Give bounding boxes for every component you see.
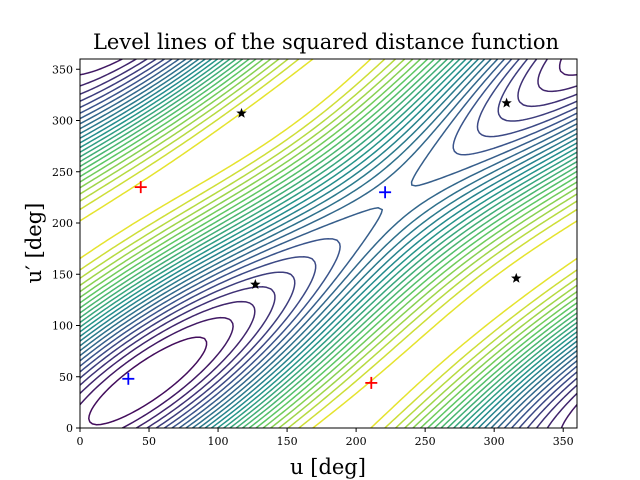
contour-level [80, 59, 577, 428]
saddle-star-marker [511, 272, 522, 283]
y-tick-label: 350 [52, 63, 73, 76]
saddle-star-marker [501, 97, 512, 108]
y-axis-label: u′ [deg] [22, 203, 46, 284]
saddle-star-marker [250, 279, 261, 289]
contour-level [80, 59, 577, 428]
critical-point-markers [122, 97, 522, 389]
contour-level [80, 59, 577, 428]
contour-level [80, 59, 577, 428]
x-tick-label: 300 [484, 435, 505, 448]
y-tick-label: 250 [52, 166, 73, 179]
contour-level [80, 59, 577, 428]
contour-level [80, 59, 577, 428]
x-tick-label: 50 [142, 435, 156, 448]
x-axis-label: u [deg] [290, 455, 366, 479]
y-tick-label: 300 [52, 115, 73, 128]
contour-lines [80, 59, 577, 428]
x-axis-ticks: 0 50 100 150 200 250 300 350 [77, 428, 574, 448]
contour-level [80, 59, 577, 428]
contour-level [80, 59, 577, 428]
contour-level [80, 59, 577, 428]
contour-level [80, 59, 577, 428]
x-tick-label: 150 [277, 435, 298, 448]
saddle-star-marker [236, 107, 247, 118]
x-tick-label: 0 [77, 435, 84, 448]
contour-level [80, 59, 577, 428]
contour-level [80, 59, 577, 428]
y-tick-label: 200 [52, 217, 73, 230]
y-tick-label: 0 [66, 422, 73, 435]
minimum-marker [122, 372, 135, 385]
contour-level [80, 59, 577, 428]
contour-level [80, 59, 577, 428]
maximum-marker [365, 376, 378, 389]
y-axis-ticks: 0 50 100 150 200 250 300 350 [52, 63, 80, 435]
x-tick-label: 350 [553, 435, 574, 448]
contour-level [88, 336, 208, 426]
contour-level [80, 59, 577, 428]
contour-level [80, 59, 577, 428]
y-tick-label: 100 [52, 320, 73, 333]
y-tick-label: 50 [59, 371, 73, 384]
x-tick-label: 200 [346, 435, 367, 448]
y-tick-label: 150 [52, 268, 73, 281]
plot-frame [79, 58, 578, 429]
contour-level [80, 59, 577, 428]
x-tick-label: 250 [415, 435, 436, 448]
maximum-marker [134, 181, 147, 194]
minimum-marker [379, 186, 392, 199]
chart-title: Level lines of the squared distance func… [93, 30, 559, 54]
x-tick-label: 100 [208, 435, 229, 448]
